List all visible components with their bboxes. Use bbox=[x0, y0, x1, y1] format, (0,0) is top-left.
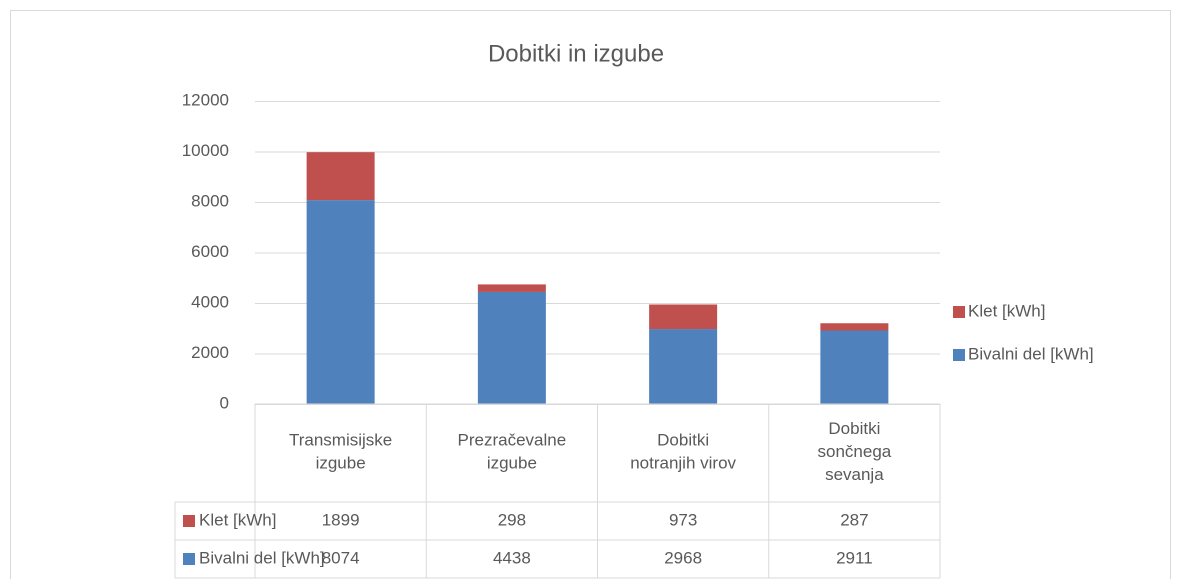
bar bbox=[649, 304, 718, 330]
y-tick-label: 4000 bbox=[191, 292, 229, 311]
chart-frame bbox=[10, 10, 1171, 579]
x-tick-label: Dobitki sončnega sevanja bbox=[818, 419, 892, 484]
x-tick-label: Prezračevalne izgube bbox=[458, 431, 567, 473]
x-tick-label: Transmisijske izgube bbox=[289, 431, 392, 473]
table-value: 8074 bbox=[322, 548, 360, 567]
legend-key bbox=[953, 349, 965, 361]
table-value: 287 bbox=[840, 510, 868, 529]
y-tick-label: 10000 bbox=[182, 141, 229, 160]
table-value: 1899 bbox=[322, 510, 360, 529]
y-tick-label: 2000 bbox=[191, 343, 229, 362]
legend-label: Bivalni del [kWh] bbox=[968, 344, 1094, 363]
legend-key bbox=[953, 306, 965, 318]
bar bbox=[306, 200, 375, 404]
bar bbox=[649, 329, 718, 404]
table-value: 2911 bbox=[836, 548, 873, 567]
chart-title: Dobitki in izgube bbox=[488, 40, 664, 67]
table-legend-key bbox=[183, 515, 195, 527]
table-series-name: Bivalni del [kWh] bbox=[199, 548, 325, 567]
bar bbox=[306, 152, 375, 201]
table-series-name: Klet [kWh] bbox=[199, 510, 276, 529]
bar bbox=[477, 284, 546, 292]
bar bbox=[820, 323, 889, 331]
table-value: 298 bbox=[498, 510, 526, 529]
legend-label: Klet [kWh] bbox=[968, 301, 1045, 320]
bar bbox=[477, 291, 546, 404]
table-value: 973 bbox=[669, 510, 697, 529]
y-tick-label: 8000 bbox=[191, 191, 229, 210]
x-tick-label: Dobitki notranjih virov bbox=[630, 431, 736, 473]
table-legend-key bbox=[183, 553, 195, 565]
y-tick-label: 0 bbox=[220, 393, 229, 412]
bar bbox=[820, 330, 889, 404]
y-tick-label: 6000 bbox=[191, 242, 229, 261]
table-value: 2968 bbox=[664, 548, 702, 567]
y-tick-label: 12000 bbox=[182, 90, 229, 109]
table-value: 4438 bbox=[493, 548, 531, 567]
